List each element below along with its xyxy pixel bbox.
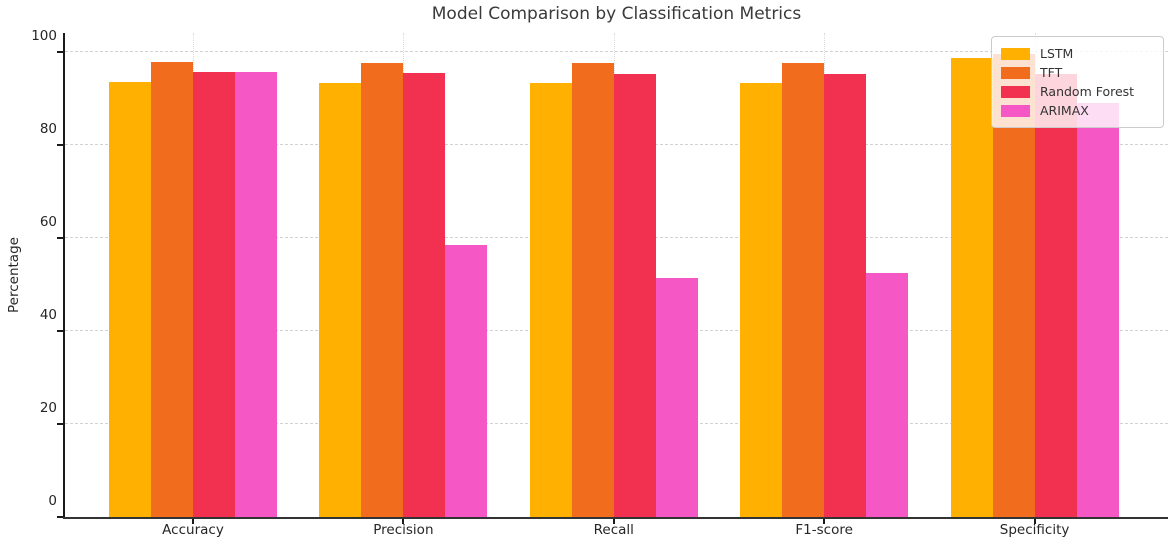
x-tick-mark [192,519,194,524]
legend-swatch-icon [1001,66,1030,79]
x-tick-mark [1033,519,1036,524]
y-tick-mark [57,329,63,332]
y-tick-mark [57,422,63,425]
bar-random-forest [824,73,867,517]
bar-random-forest [1034,74,1077,517]
bar-tft [151,61,193,517]
bar-random-forest [613,73,656,517]
plot-area: 0 20 40 60 80 100 Accuracy Precision Recall F1-sc… [31,28,1168,538]
bar-arimax [655,278,698,517]
legend: LSTM TFT Random Forest ARIMAX [991,36,1164,128]
bar-group-accuracy [109,61,277,517]
bar-arimax [1076,102,1119,517]
y-tick-label: 20 [39,399,57,416]
y-tick-mark [57,143,63,146]
legend-swatch-icon [1001,104,1030,117]
x-tick-label: Recall [593,522,634,538]
y-tick-label: 0 [48,493,57,509]
legend-swatch-icon [1001,85,1030,98]
y-tick-mark [57,50,63,53]
x-axis-line [63,517,1168,519]
x-tick-mark [402,519,405,524]
bar-arimax [866,272,909,517]
y-tick-mark [57,236,63,239]
bar-random-forest [403,72,446,517]
y-tick-mark [57,516,63,518]
bar-lstm [529,82,572,517]
gridline-horizontal [65,50,1168,52]
bar-tft [992,53,1035,517]
y-tick-label: 40 [39,306,57,323]
legend-item: LSTM [1001,44,1153,63]
y-axis-line [63,33,65,517]
legend-label: ARIMAX [1040,103,1089,118]
bar-group-specificity [950,53,1119,517]
bar-tft [571,63,614,517]
bar-arimax [235,71,277,517]
legend-label: Random Forest [1040,84,1135,99]
x-tick-mark [612,519,615,524]
legend-label: LSTM [1040,46,1074,61]
bar-lstm [319,82,362,517]
x-tick-mark [823,519,826,524]
bar-arimax [445,244,488,517]
x-tick-label: F1-score [795,522,853,538]
bar-group-f1-score [740,63,909,517]
bar-lstm [950,58,993,517]
bar-group-precision [319,62,488,517]
x-tick-label: Specificity [999,522,1070,538]
legend-swatch-icon [1001,47,1030,60]
x-tick-label: Accuracy [162,522,224,538]
chart-title: Model Comparison by Classification Metri… [431,4,802,24]
bar-lstm [109,82,151,517]
legend-item: Random Forest [1001,82,1153,101]
legend-item: ARIMAX [1001,101,1153,120]
y-tick-label: 80 [39,120,57,137]
y-tick-label: 60 [39,213,57,230]
bar-tft [782,63,825,517]
y-tick-label: 100 [31,27,57,44]
bar-group-recall [529,63,698,517]
legend-label: TFT [1040,65,1063,80]
bar-tft [361,62,404,517]
x-tick-label: Precision [373,522,434,538]
legend-item: TFT [1001,63,1153,82]
bar-lstm [740,82,783,517]
bar-random-forest [193,71,235,517]
